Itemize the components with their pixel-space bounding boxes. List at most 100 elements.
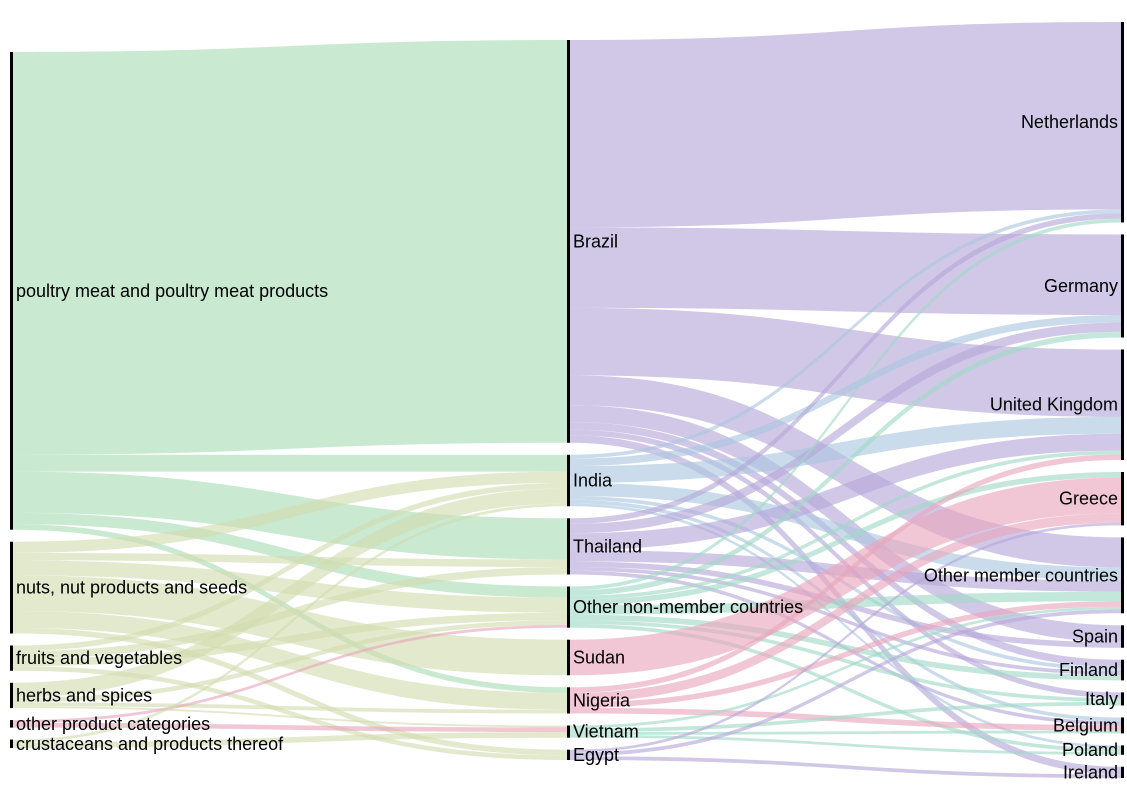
node-label-othermem: Other member countries <box>924 565 1118 585</box>
node-bar-herbs[interactable] <box>10 682 13 709</box>
node-bar-sudan[interactable] <box>567 639 570 676</box>
flow-nigeria-to-uk <box>570 454 1121 693</box>
flow-othernm-to-fi <box>570 614 1121 681</box>
node-label-herbs: herbs and spices <box>16 685 152 705</box>
flow-nuts-to-sudan <box>13 575 567 676</box>
flow-vietnam-to-it <box>570 701 1121 733</box>
node-label-fruits: fruits and vegetables <box>16 648 182 668</box>
flow-links <box>13 22 1121 778</box>
node-bar-othermem[interactable] <box>1121 537 1124 614</box>
flow-india-to-uk <box>570 416 1121 483</box>
node-bar-poultry[interactable] <box>10 52 13 530</box>
node-label-ie: Ireland <box>1063 762 1118 782</box>
flow-nuts-to-egypt <box>13 627 567 756</box>
flow-othernm-to-uk <box>570 450 1121 600</box>
node-bar-otherprod[interactable] <box>10 720 13 728</box>
flow-vietnam-to-pl <box>570 734 1121 755</box>
node-bar-es[interactable] <box>1121 625 1124 648</box>
flow-fruits-to-egypt <box>13 666 567 760</box>
flow-poultry-to-india <box>13 454 567 472</box>
node-label-brazil: Brazil <box>573 231 618 251</box>
flow-herbs-to-vietnam <box>13 706 567 728</box>
flow-vietnam-to-be <box>570 730 1121 735</box>
flow-brazil-to-de <box>570 227 1121 316</box>
node-bar-fruits[interactable] <box>10 645 13 671</box>
node-bar-nl[interactable] <box>1121 22 1124 223</box>
flow-egypt-to-othermem <box>570 609 1121 757</box>
node-label-de: Germany <box>1044 276 1118 296</box>
flow-otherprod-to-vietnam <box>13 722 567 733</box>
flow-thailand-to-uk <box>570 433 1121 551</box>
node-bar-nigeria[interactable] <box>567 687 570 714</box>
node-label-gr: Greece <box>1059 489 1118 509</box>
flow-brazil-to-othermem <box>570 375 1121 568</box>
node-label-otherprod: other product categories <box>16 714 210 734</box>
flow-othernm-to-it <box>570 620 1121 702</box>
flow-nuts-to-india <box>13 471 567 553</box>
flow-otherprod-to-othernm <box>13 624 567 723</box>
flow-nigeria-to-othermem <box>570 601 1121 708</box>
node-label-es: Spain <box>1072 627 1118 647</box>
node-label-uk: United Kingdom <box>990 395 1118 415</box>
node-label-sudan: Sudan <box>573 647 625 667</box>
node-bar-uk[interactable] <box>1121 349 1124 461</box>
flow-herbs-to-india <box>13 488 567 698</box>
flow-crust-to-vietnam <box>13 732 567 748</box>
node-label-vietnam: Vietnam <box>573 722 639 742</box>
flow-brazil-to-nl <box>570 22 1121 228</box>
flow-poultry-to-brazil <box>13 40 567 455</box>
node-label-poultry: poultry meat and poultry meat products <box>16 281 328 301</box>
node-label-nigeria: Nigeria <box>573 690 631 710</box>
flow-egypt-to-ie <box>570 756 1121 778</box>
flow-thailand-to-de <box>570 322 1121 534</box>
node-labels: poultry meat and poultry meat products nu… <box>16 112 1118 782</box>
node-bars <box>10 22 1124 778</box>
node-label-be: Belgium <box>1053 715 1118 735</box>
node-label-nl: Netherlands <box>1021 112 1118 132</box>
node-label-india: India <box>573 471 613 491</box>
flow-othernm-to-pl <box>570 623 1121 752</box>
flow-egypt-to-gr <box>570 522 1121 753</box>
node-label-it: Italy <box>1085 689 1118 709</box>
flow-india-to-de <box>570 315 1121 467</box>
node-label-egypt: Egypt <box>573 745 619 765</box>
flow-nigeria-to-gr <box>570 513 1121 703</box>
node-bar-it[interactable] <box>1121 692 1124 706</box>
node-bar-nuts[interactable] <box>10 541 13 634</box>
node-bar-pl[interactable] <box>1121 745 1124 755</box>
flow-fruits-to-india <box>13 482 567 652</box>
node-label-thailand: Thailand <box>573 536 642 556</box>
flow-india-to-othermem <box>570 482 1121 581</box>
flow-fruits-to-othernm <box>13 612 567 667</box>
node-bar-india[interactable] <box>567 454 570 507</box>
node-bar-de[interactable] <box>1121 234 1124 338</box>
flow-sudan-to-gr <box>570 477 1121 676</box>
node-bar-egypt[interactable] <box>567 749 570 760</box>
node-bar-ie[interactable] <box>1121 766 1124 778</box>
node-label-fi: Finland <box>1059 660 1118 680</box>
flow-nuts-to-thailand <box>13 552 567 567</box>
flow-india-to-nl <box>570 209 1121 459</box>
flow-othernm-to-de <box>570 331 1121 596</box>
node-label-crust: crustaceans and products thereof <box>16 734 284 754</box>
flow-vietnam-to-othermem <box>570 606 1121 729</box>
node-bar-othernm[interactable] <box>567 586 570 628</box>
flow-brazil-to-fi <box>570 422 1121 668</box>
flow-poultry-to-othernm <box>13 512 567 598</box>
node-bar-brazil[interactable] <box>567 40 570 443</box>
flow-india-to-pl <box>570 503 1121 749</box>
node-bar-crust[interactable] <box>10 739 13 748</box>
node-label-nuts: nuts, nut products and seeds <box>16 578 247 598</box>
node-label-othernm: Other non-member countries <box>573 597 803 617</box>
node-label-pl: Poland <box>1062 740 1118 760</box>
flow-herbs-to-nigeria <box>13 702 567 714</box>
node-bar-be[interactable] <box>1121 717 1124 734</box>
flow-brazil-to-uk <box>570 307 1121 417</box>
node-bar-fi[interactable] <box>1121 659 1124 681</box>
node-bar-gr[interactable] <box>1121 472 1124 526</box>
node-bar-thailand[interactable] <box>567 518 570 575</box>
flow-fruits-to-thailand <box>13 566 567 659</box>
flow-thailand-to-nl <box>570 213 1121 524</box>
node-bar-vietnam[interactable] <box>567 725 570 738</box>
